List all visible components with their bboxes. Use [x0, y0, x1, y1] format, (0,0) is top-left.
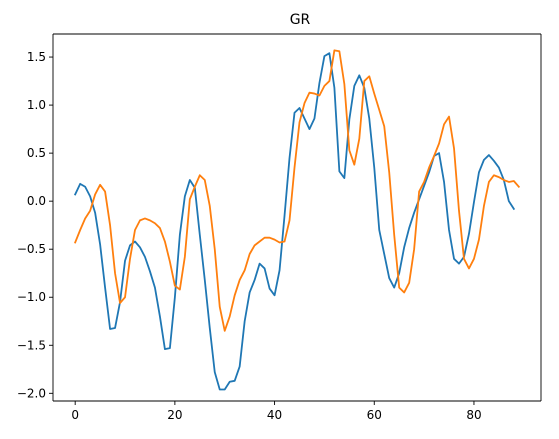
x-tick-label: 20 [167, 408, 182, 422]
x-tick-label: 60 [367, 408, 382, 422]
y-tick-label: 0.5 [27, 146, 46, 160]
chart-title: GR [290, 12, 311, 28]
y-tick-label: −1.0 [17, 290, 46, 304]
x-tick-label: 40 [267, 408, 282, 422]
x-tick-label: 80 [466, 408, 481, 422]
y-tick-label: −2.0 [17, 386, 46, 400]
series-line-2 [74, 49, 521, 332]
y-tick-label: −0.5 [17, 242, 46, 256]
plot-area: 0 20 40 60 80 −2.0 −1.5 −1.0 −0.5 0.0 0.5 1.0 1.5 [17, 33, 542, 422]
series-line-1 [73, 52, 516, 391]
y-tick-label: 0.0 [27, 194, 46, 208]
y-tick-label: −1.5 [17, 338, 46, 352]
y-tick-label: 1.5 [27, 50, 46, 64]
x-tick-label: 0 [71, 408, 79, 422]
y-tick-label: 1.0 [27, 98, 46, 112]
